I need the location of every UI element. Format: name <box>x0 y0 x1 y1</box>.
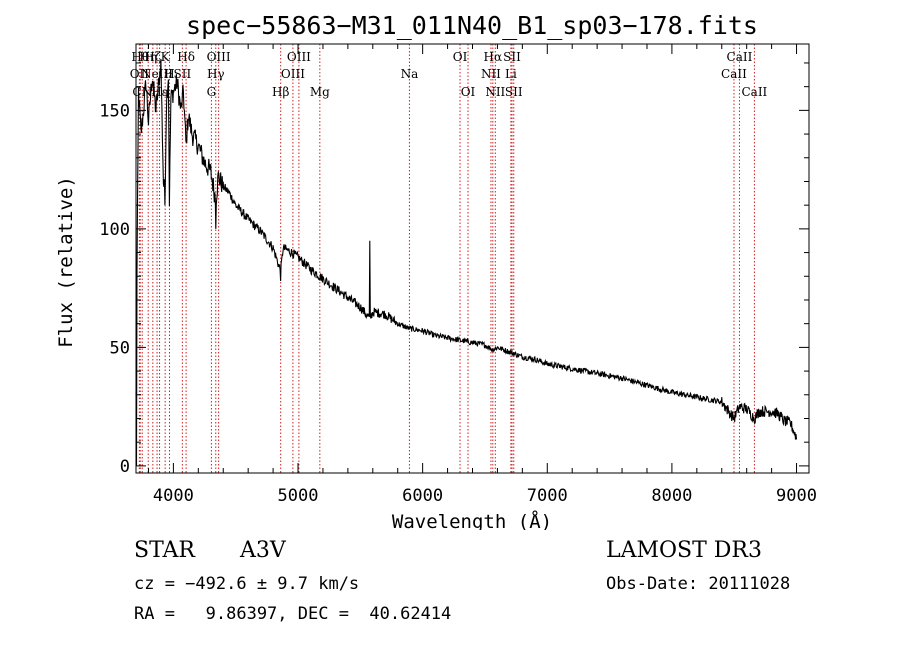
x-tick-label: 5000 <box>278 486 319 506</box>
line-marker-label: CaII <box>721 67 747 81</box>
line-marker-label: NeIII <box>141 67 173 81</box>
x-tick-label: 9000 <box>776 486 817 506</box>
object-subclass: A3V <box>240 538 286 563</box>
line-marker-label: Li <box>505 67 517 81</box>
line-marker-label: OI <box>453 50 468 64</box>
spectrum-line <box>135 58 798 466</box>
survey-name: LAMOST DR3 <box>606 538 762 563</box>
line-marker-label: SII <box>505 85 523 99</box>
line-marker-label: CaII <box>741 85 767 99</box>
redshift-cz: cz = −492.6 ± 9.7 km/s <box>134 574 360 594</box>
spectrum-series <box>135 58 798 466</box>
line-marker-label: Hη <box>139 50 157 64</box>
spectrum-chart: spec−55863−M31_011N40_B1_sp03−178.fits O… <box>0 0 900 530</box>
x-tick-label: 4000 <box>153 486 194 506</box>
y-tick-label: 0 <box>120 457 130 477</box>
line-marker-label: CN <box>132 85 152 99</box>
y-axis-label: Flux (relative) <box>55 176 77 348</box>
object-class: STAR <box>134 538 195 563</box>
x-tick-label: 8000 <box>651 486 692 506</box>
line-marker-label: Hγ <box>207 67 225 81</box>
line-marker-label: K <box>161 50 171 64</box>
chart-title: spec−55863−M31_011N40_B1_sp03−178.fits <box>186 11 758 40</box>
line-marker-label: H <box>164 67 174 81</box>
line-marker-label: Hζ <box>144 50 161 64</box>
y-tick-label: 50 <box>110 338 130 358</box>
line-marker-label: OIII <box>281 67 305 81</box>
line-marker-label: OII <box>130 67 150 81</box>
line-marker-label: OIII <box>207 50 231 64</box>
line-marker-label: G <box>207 85 217 99</box>
x-tick-label: 6000 <box>402 486 443 506</box>
line-marker-label: Na <box>401 67 419 81</box>
line-marker-label: OI <box>461 85 476 99</box>
line-marker-label: CaII <box>727 50 753 64</box>
observation-date: Obs-Date: 20111028 <box>606 574 791 594</box>
line-marker-label: SII <box>174 67 192 81</box>
line-marker-label: OIII <box>287 50 311 64</box>
x-tick-label: 7000 <box>527 486 568 506</box>
axis-ticks: 4000 5000 6000 7000 8000 9000 0 50 100 150 <box>99 44 817 506</box>
line-marker-label: SII <box>503 50 521 64</box>
ra-dec-coordinates: RA = 9.86397, DEC = 40.62414 <box>134 604 452 624</box>
y-tick-label: 100 <box>99 220 130 240</box>
line-marker-label: Mg <box>310 85 330 99</box>
line-markers <box>138 44 755 473</box>
y-tick-label: 150 <box>99 101 130 121</box>
x-axis-label: Wavelength (Å) <box>392 510 552 530</box>
line-marker-label: Hδ <box>177 50 195 64</box>
line-marker-label: NII <box>481 67 501 81</box>
line-marker-label: NII <box>485 85 505 99</box>
line-marker-label: Hβ <box>272 85 289 99</box>
line-marker-label: Hα <box>484 50 503 64</box>
chart-background <box>0 0 900 530</box>
